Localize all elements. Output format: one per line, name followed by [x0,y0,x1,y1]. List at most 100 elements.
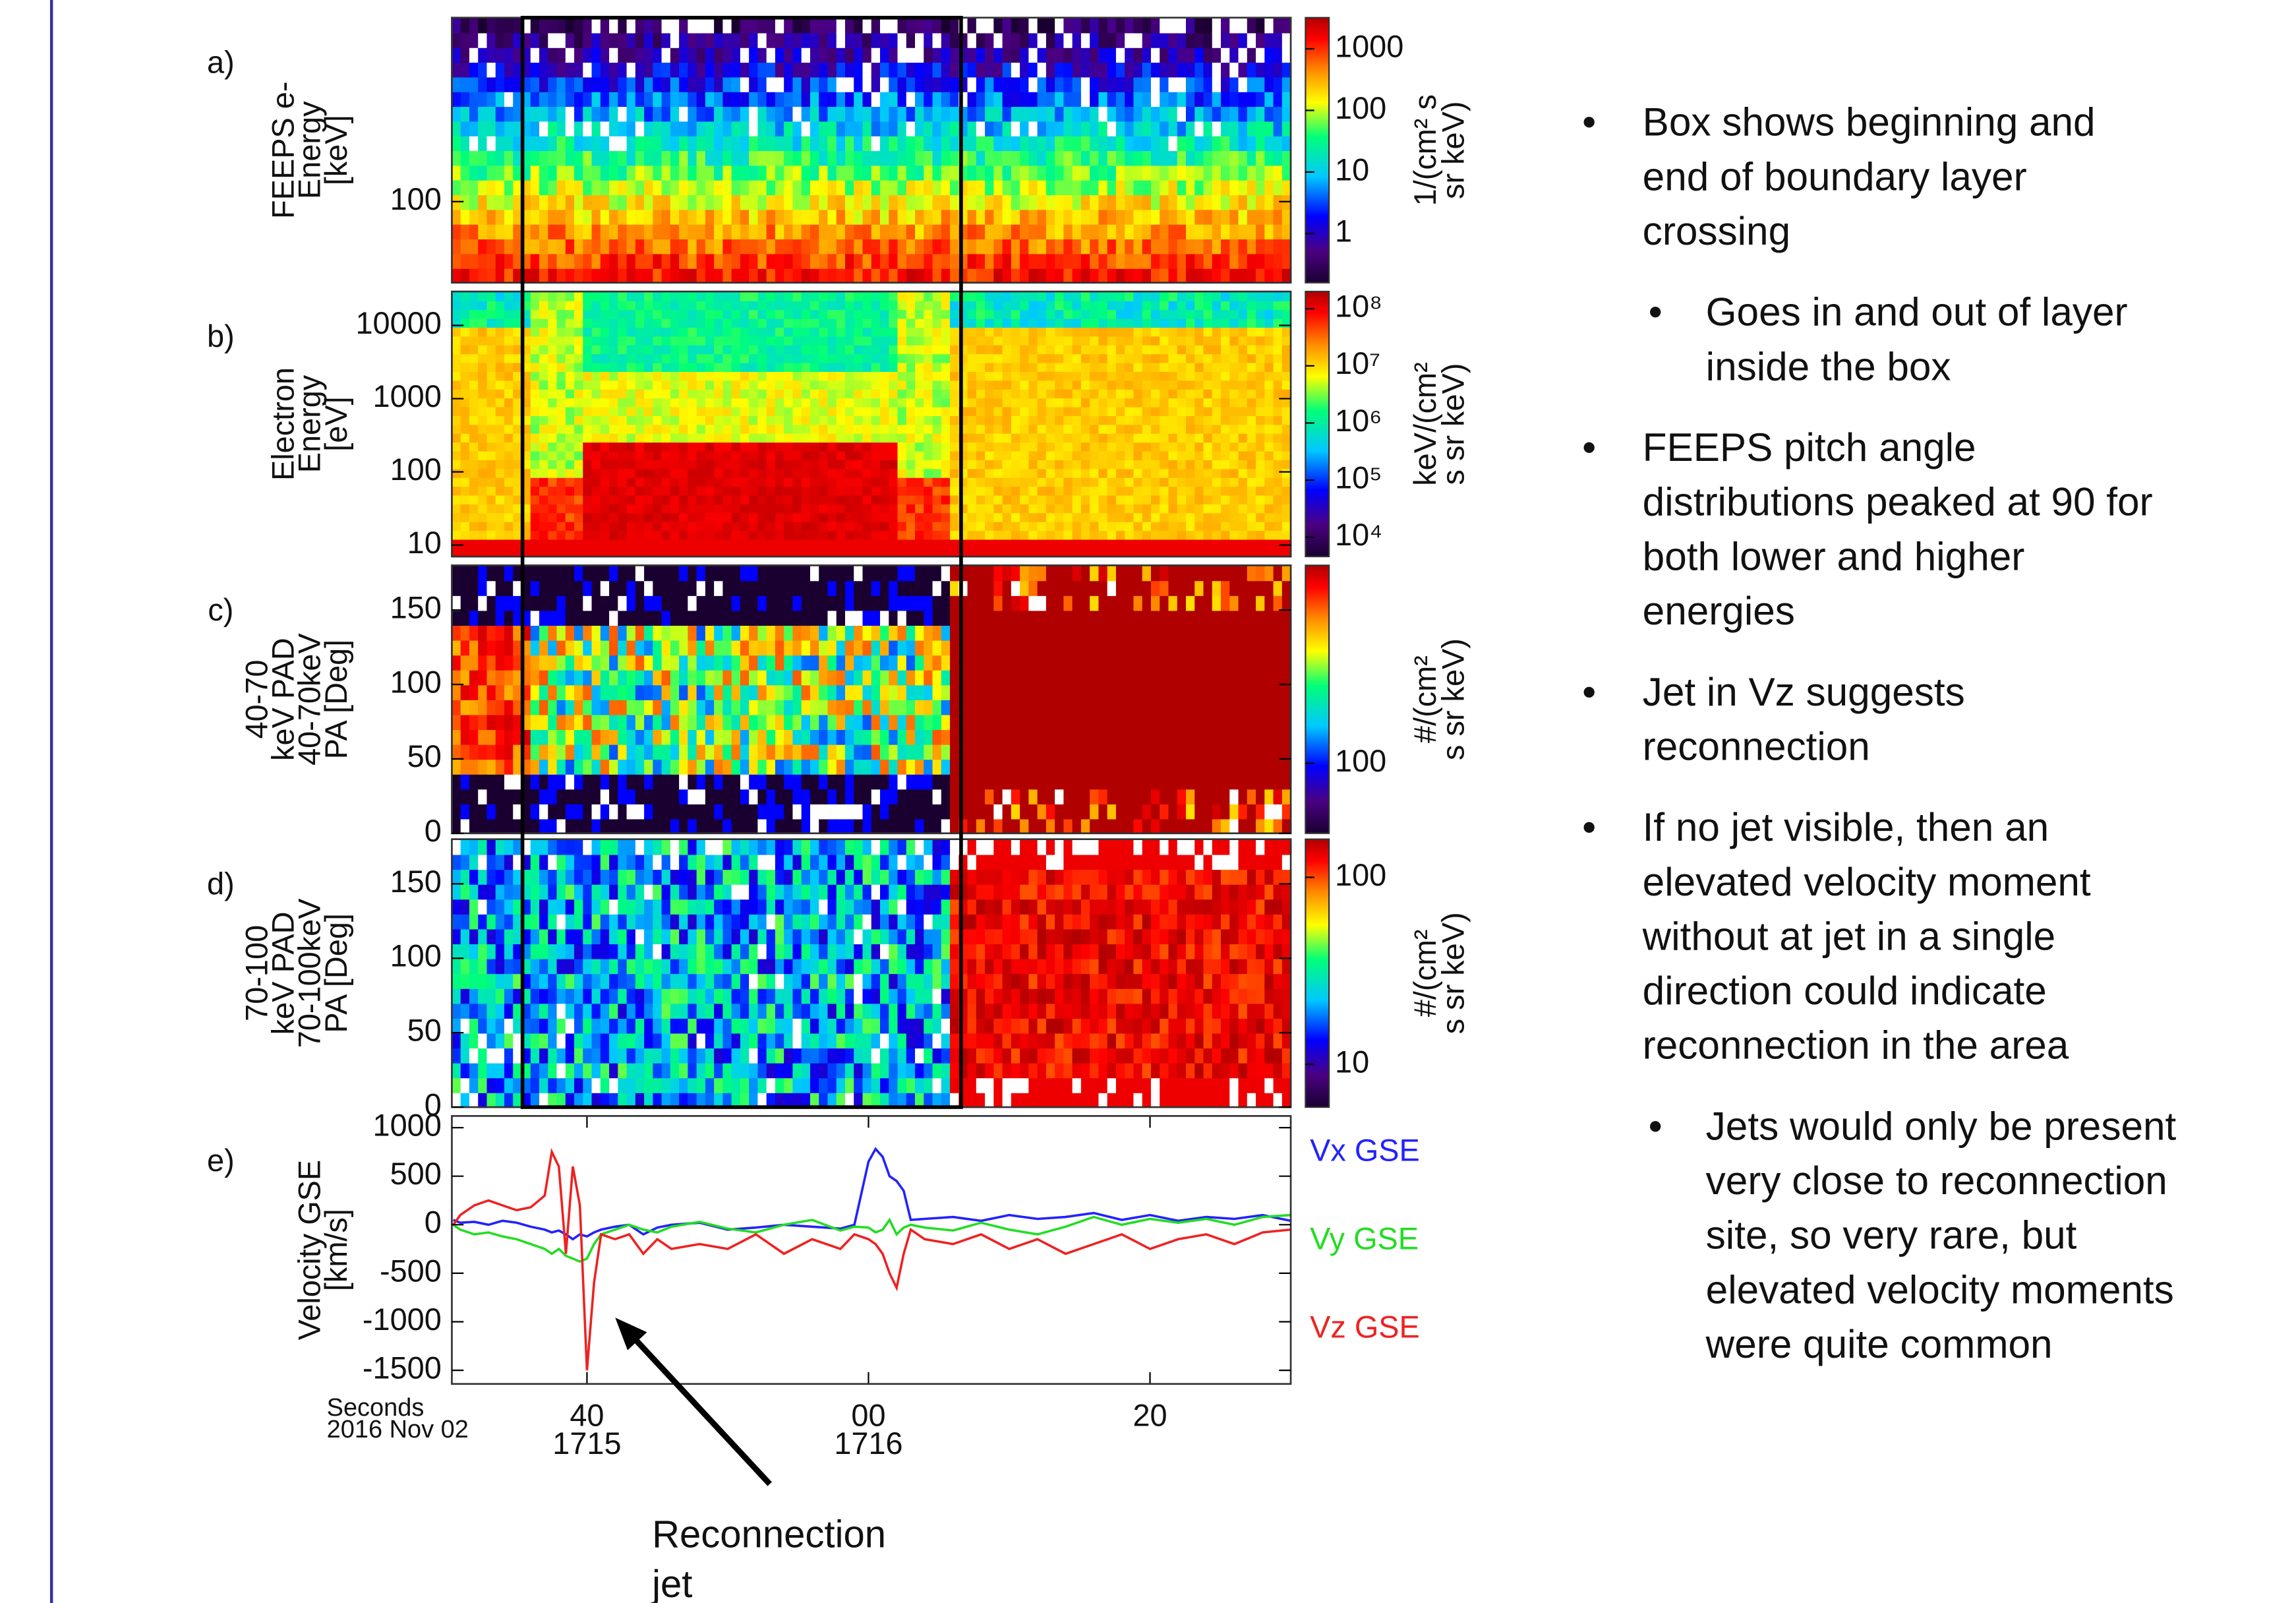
spectrogram-cell [452,362,461,372]
spectrogram-cell [924,450,933,460]
spectrogram-cell [871,18,881,34]
spectrogram-cell [609,179,619,195]
spectrogram-cell [1055,512,1065,522]
spectrogram-cell [478,327,488,337]
spectrogram-cell [757,318,767,328]
spectrogram-cell [609,371,619,381]
spectrogram-cell [819,380,829,390]
spectrogram-cell [627,415,637,425]
spectrogram-cell [810,91,820,107]
spectrogram-cell [915,380,925,390]
spectrogram-cell [1274,486,1283,496]
spectrogram-cell [670,539,680,549]
spectrogram-cell [1107,344,1117,354]
spectrogram-cell [1073,106,1082,122]
spectrogram-cell [688,371,697,381]
spectrogram-cell [1063,291,1073,301]
spectrogram-cell [985,406,995,416]
spectrogram-cell [504,595,514,611]
spectrogram-cell [1028,336,1038,346]
spectrogram-cell [653,344,662,354]
spectrogram-cell [714,300,724,310]
spectrogram-cell [792,224,802,239]
spectrogram-cell [1229,179,1239,195]
spectrogram-cell [1160,327,1169,337]
spectrogram-cell [662,291,672,301]
spectrogram-cell [478,336,488,346]
spectrogram-cell [1212,450,1222,460]
spectrogram-cell [644,415,654,425]
spectrogram-cell [1020,424,1030,434]
spectrogram-cell [1256,150,1266,166]
spectrogram-cell [1003,406,1013,416]
spectrogram-cell [714,135,724,151]
spectrogram-cell [627,291,637,301]
spectrogram-cell [950,336,960,346]
spectrogram-cell [496,388,506,398]
spectrogram-cell [635,150,645,166]
spectrogram-cell [461,150,471,166]
spectrogram-cell [469,62,479,78]
spectrogram-cell [1221,195,1231,210]
spectrogram-cell [1212,371,1222,381]
spectrogram-cell [688,477,697,487]
spectrogram-cell [722,150,732,166]
spectrogram-cell [1116,398,1126,408]
spectrogram-cell [1107,477,1117,487]
spectrogram-cell [1020,450,1030,460]
spectrogram-cell [714,530,724,540]
spectrogram-cell [784,521,794,531]
spectrogram-cell [784,76,794,92]
spectrogram-cell [1073,135,1082,151]
spectrogram-cell [635,406,645,416]
spectrogram-cell [775,336,785,346]
spectrogram-cell [461,625,471,641]
spectrogram-cell [819,362,829,372]
spectrogram-cell [679,495,689,504]
spectrogram-cell [452,714,461,730]
spectrogram-cell [802,18,811,34]
spectrogram-cell [1142,47,1152,63]
spectrogram-cell [889,309,898,319]
spectrogram-cell [933,209,943,225]
spectrogram-cell [784,300,794,310]
spectrogram-cell [1151,362,1161,372]
spectrogram-cell [749,495,759,504]
spectrogram-cell [688,195,697,210]
spectrogram-cell [566,300,575,310]
spectrogram-cell [1107,32,1117,48]
spectrogram-cell [452,318,461,328]
spectrogram-cell [486,91,496,107]
spectrogram-cell [469,625,479,641]
spectrogram-cell [732,336,742,346]
spectrogram-cell [819,76,829,92]
spectrogram-cell [662,521,672,531]
spectrogram-cell [827,106,837,122]
spectrogram-cell [792,18,802,34]
spectrogram-cell [653,318,662,328]
spectrogram-cell [478,818,488,834]
spectrogram-cell [1212,486,1222,496]
spectrogram-cell [1221,268,1231,284]
spectrogram-cell [1055,406,1065,416]
spectrogram-cell [1063,433,1073,442]
spectrogram-cell [993,18,1003,34]
spectrogram-cell [854,239,864,255]
spectrogram-cell [749,406,759,416]
spectrogram-cell [1081,398,1091,408]
spectrogram-cell [1204,424,1214,434]
spectrogram-cell [1098,18,1108,34]
spectrogram-cell [697,165,707,181]
spectrogram-cell [1168,450,1178,460]
spectrogram-cell [915,291,925,301]
spectrogram-cell [1055,318,1065,328]
spectrogram-cell [1098,460,1108,469]
spectrogram-cell [635,442,645,452]
spectrogram-cell [906,195,916,210]
spectrogram-cell [504,398,514,408]
spectrogram-cell [757,344,767,354]
spectrogram-cell [1247,353,1257,363]
spectrogram-cell [1098,91,1108,107]
spectrogram-cell [1194,135,1204,151]
spectrogram-cell [906,512,916,522]
